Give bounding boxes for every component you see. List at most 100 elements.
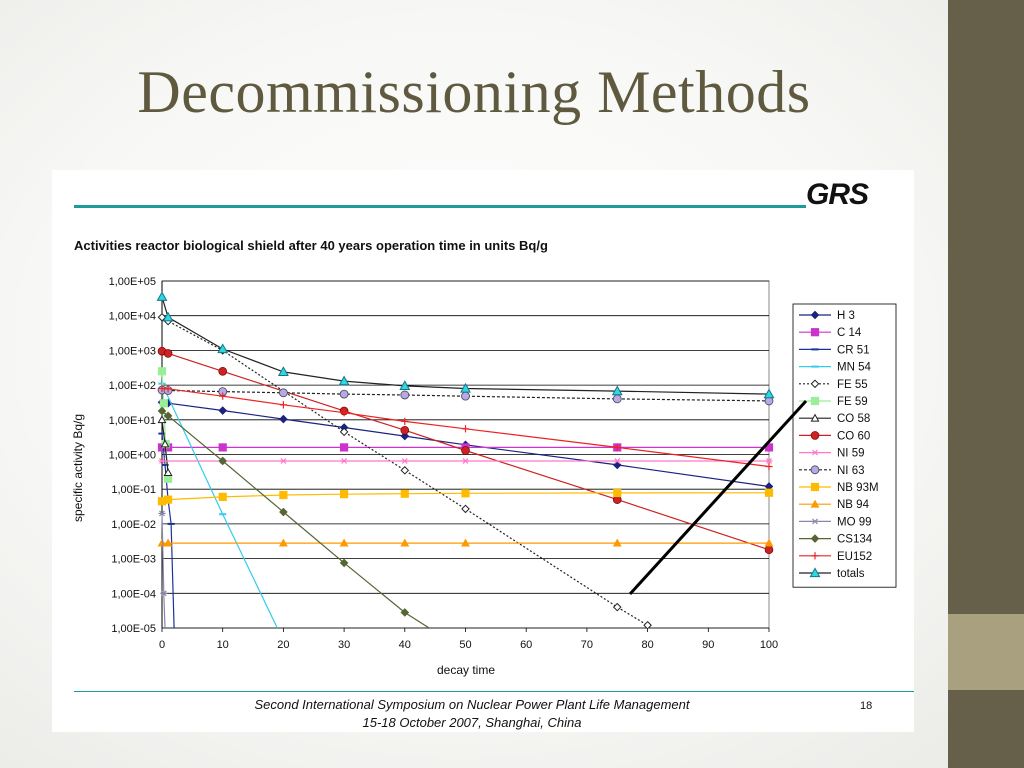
series-line-co-60 <box>161 350 770 551</box>
legend-label: NI 63 <box>837 465 865 477</box>
legend-item-co-60: CO 60 <box>799 430 870 442</box>
legend-item-mn-54: MN 54 <box>799 362 871 374</box>
series-nb-93m <box>157 488 774 506</box>
data-point-totals <box>763 388 775 399</box>
legend-item-h-3: H 3 <box>799 310 855 322</box>
data-point-fe-55 <box>612 602 622 612</box>
legend-item-eu152: EU152 <box>799 551 872 563</box>
x-tick-label: 10 <box>217 639 229 651</box>
data-point-nb-94 <box>278 538 288 547</box>
legend-marker <box>810 328 820 337</box>
data-point-totals <box>156 291 168 301</box>
legend-marker <box>810 431 820 440</box>
y-tick-label: 1,00E-01 <box>111 484 156 496</box>
series-co-58 <box>157 415 173 477</box>
data-point-cs134 <box>339 558 349 568</box>
series-nb-94 <box>157 538 774 547</box>
series-cs134 <box>157 406 430 628</box>
x-axis-ticks: 0 10 20 30 40 50 60 70 80 90 100 <box>159 639 778 651</box>
legend-label: NB 93M <box>837 482 879 494</box>
legend-item-co-58: CO 58 <box>799 413 870 425</box>
data-point-totals <box>338 375 350 386</box>
data-point-fe-59 <box>163 474 173 483</box>
legend-label: MO 99 <box>837 516 872 528</box>
chart-legend: H 3 C 14 CR 51 MN 54 FE 55 FE 59 CO 58 CO 60 NI … <box>792 303 897 588</box>
x-tick-label: 80 <box>641 639 653 651</box>
data-point-nb-94 <box>612 538 622 547</box>
data-point-h-3 <box>218 406 228 415</box>
data-point-totals <box>162 311 174 322</box>
legend-item-nb-93m: NB 93M <box>799 482 879 494</box>
data-point-fe-55 <box>157 312 167 322</box>
data-point-nb-93m <box>764 488 774 497</box>
data-point-ni-59 <box>401 458 409 464</box>
data-point-eu152 <box>765 462 773 471</box>
x-tick-label: 90 <box>702 639 714 651</box>
y-axis-ticks: 1,00E-05 1,00E-04 1,00E-03 1,00E-02 1,00E-01… <box>109 276 156 635</box>
legend-label: NI 59 <box>837 448 865 460</box>
series-co-60 <box>157 346 774 555</box>
legend-label: NB 94 <box>837 499 870 511</box>
legend-marker <box>811 449 819 456</box>
y-tick-label: 1,00E-03 <box>111 554 156 566</box>
data-point-mo-99 <box>158 510 166 517</box>
data-point-nb-93m <box>279 490 288 500</box>
legend-label: MN 54 <box>837 362 871 374</box>
data-point-cs134 <box>218 456 228 466</box>
series-eu152 <box>158 384 773 471</box>
legend-label: FE 59 <box>837 396 868 408</box>
data-point-nb-94 <box>461 538 470 547</box>
data-point-h-3 <box>400 431 410 441</box>
data-point-co-60 <box>218 366 227 376</box>
data-point-fe-59 <box>157 367 167 376</box>
y-tick-label: 1,00E+00 <box>109 450 156 462</box>
data-point-eu152 <box>340 409 348 417</box>
legend-item-ni-63: NI 63 <box>799 465 865 477</box>
chart-grid <box>161 280 770 632</box>
x-tick-label: 60 <box>520 639 532 651</box>
data-point-eu152 <box>613 443 621 452</box>
data-point-nb-94 <box>764 538 774 547</box>
legend-label: CO 58 <box>837 413 870 425</box>
slide-title: Decommissioning Methods <box>137 59 811 125</box>
data-point-c-14 <box>218 443 227 452</box>
legend-box <box>792 303 897 588</box>
x-tick-label: 40 <box>399 639 411 651</box>
data-point-ni-63 <box>278 388 288 398</box>
y-tick-label: 1,00E-02 <box>111 519 156 531</box>
data-point-co-60 <box>764 545 774 555</box>
legend-label: FE 55 <box>837 379 868 391</box>
y-tick-label: 1,00E+01 <box>109 415 156 427</box>
legend-marker <box>810 499 820 508</box>
decorative-sidebar-accent <box>948 614 1024 690</box>
chart-figure: GRS Activities reactor biological shield… <box>52 170 914 732</box>
data-point-ni-63 <box>339 389 349 399</box>
data-point-co-58 <box>163 468 173 477</box>
data-point-totals <box>217 343 229 354</box>
data-point-cs134 <box>163 411 173 421</box>
data-point-nb-93m <box>218 492 227 501</box>
legend-label: CO 60 <box>837 430 870 442</box>
data-point-mo-99 <box>160 590 168 597</box>
chart-series <box>156 291 775 628</box>
legend-label: C 14 <box>837 327 862 339</box>
data-point-totals <box>277 366 289 377</box>
data-point-fe-55 <box>339 427 349 437</box>
data-point-co-58 <box>160 439 170 448</box>
series-line-fe-55 <box>161 316 648 626</box>
footer-line-2: 15-18 October 2007, Shanghai, China <box>362 715 582 730</box>
data-point-cs134 <box>400 608 410 617</box>
x-tick-label: 30 <box>338 639 350 651</box>
data-point-co-60 <box>400 425 410 435</box>
legend-marker <box>810 310 820 320</box>
data-point-ni-63 <box>400 390 410 400</box>
data-point-nb-93m <box>613 488 622 498</box>
series-totals <box>156 291 775 399</box>
data-point-fe-55 <box>643 620 652 628</box>
annotation-arrow <box>628 399 808 596</box>
data-point-ni-59 <box>461 458 470 464</box>
legend-marker <box>810 413 820 422</box>
data-point-eu152 <box>219 392 227 400</box>
x-tick-label: 100 <box>760 639 778 651</box>
legend-item-cs134: CS134 <box>799 534 873 546</box>
